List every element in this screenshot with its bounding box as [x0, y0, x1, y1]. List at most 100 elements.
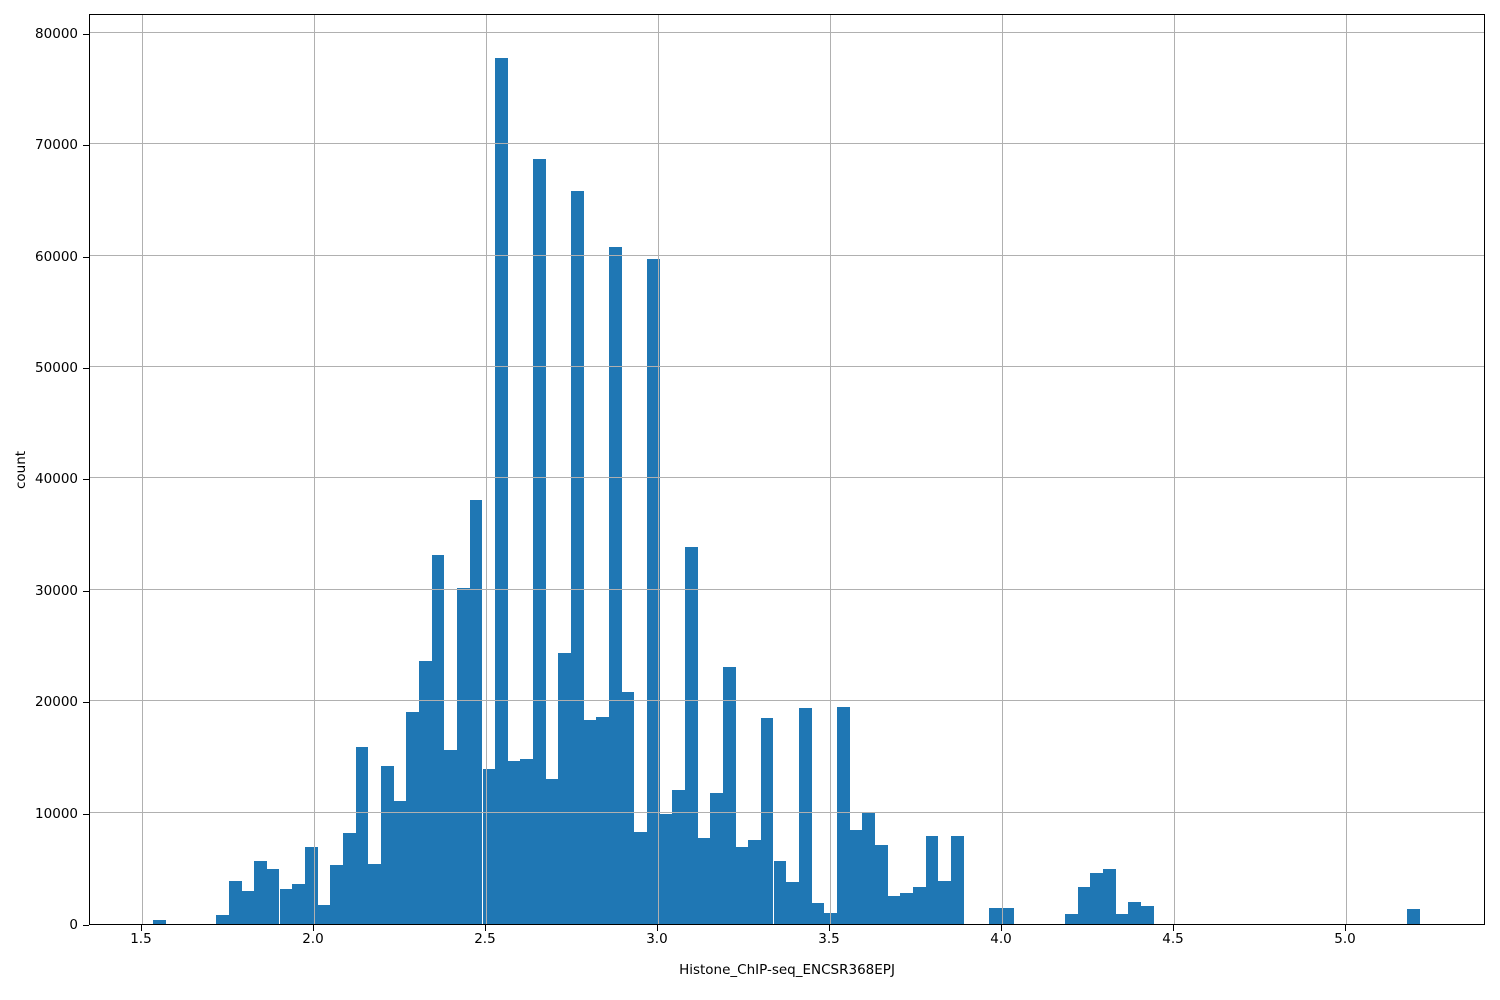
histogram-bar [722, 666, 736, 924]
gridline-vertical [1001, 15, 1003, 924]
histogram-bar [951, 836, 964, 924]
plot-area [89, 14, 1485, 925]
histogram-bar [773, 860, 787, 924]
histogram-bar [418, 661, 432, 924]
y-tick-label: 70000 [35, 137, 78, 154]
y-tick-mark [83, 479, 89, 481]
histogram-bar [507, 761, 521, 924]
histogram-bar [457, 587, 470, 924]
gridline-horizontal [90, 700, 1484, 702]
y-tick-label: 10000 [35, 805, 78, 822]
histogram-bar [1140, 906, 1154, 924]
histogram-bar [305, 847, 318, 924]
histogram-bar [634, 831, 647, 924]
histogram-bar [1128, 901, 1141, 924]
x-tick-label: 2.0 [302, 931, 324, 947]
histogram-bar [988, 907, 1002, 924]
y-tick-mark [83, 925, 89, 926]
gridline-horizontal [90, 811, 1484, 813]
x-tick-label: 4.5 [1162, 931, 1184, 947]
gridline-vertical [657, 15, 659, 924]
histogram-bar [558, 653, 571, 924]
histogram-bar [469, 499, 483, 924]
histogram-bar [811, 902, 825, 924]
y-tick-mark [83, 702, 89, 704]
y-tick-label: 0 [69, 917, 78, 933]
x-tick-mark [1344, 925, 1346, 931]
x-tick-label: 3.5 [818, 931, 840, 947]
histogram-bar [748, 840, 762, 924]
histogram-bar [672, 790, 686, 924]
histogram-bar [216, 915, 229, 924]
histogram-bar [938, 880, 951, 924]
gridline-horizontal [90, 143, 1484, 145]
gridline-horizontal [90, 477, 1484, 479]
histogram-bar [330, 864, 344, 924]
histogram-bar [355, 746, 369, 924]
x-tick-mark [484, 925, 486, 931]
histogram-bar [241, 890, 255, 924]
x-tick-label: 3.0 [646, 931, 668, 947]
y-tick-mark [83, 256, 89, 258]
histogram-bar [849, 830, 863, 924]
y-tick-mark [83, 813, 89, 815]
histogram-bar [1001, 907, 1015, 924]
x-tick-label: 5.0 [1334, 931, 1356, 947]
histogram-bar [381, 765, 394, 924]
histogram-bar [887, 896, 901, 924]
histogram-bar [735, 847, 749, 924]
histogram-bar [342, 832, 356, 924]
x-tick-mark [140, 925, 142, 931]
histogram-bar [646, 258, 660, 924]
histogram-bar [254, 860, 268, 924]
histogram-bar [520, 759, 534, 924]
histogram-bar [431, 555, 445, 924]
histogram-bar [1407, 908, 1420, 924]
y-tick-mark [83, 145, 89, 147]
histogram-bar [697, 838, 711, 924]
histogram-bar [1090, 872, 1104, 924]
histogram-bar [583, 720, 597, 924]
histogram-bar [228, 880, 242, 924]
histogram-bar [609, 246, 622, 924]
histogram-bar [685, 547, 698, 924]
y-tick-label: 50000 [35, 360, 78, 377]
histogram-bar [1103, 869, 1116, 924]
x-tick-label: 2.5 [474, 931, 496, 947]
y-tick-label: 20000 [35, 694, 78, 711]
histogram-bar [482, 769, 496, 924]
y-tick-label: 60000 [35, 248, 78, 265]
histogram-bar [444, 750, 457, 924]
histogram-bar [799, 707, 812, 924]
gridline-horizontal [90, 366, 1484, 368]
histogram-bar [406, 712, 420, 924]
y-tick-label: 30000 [35, 582, 78, 599]
histogram-bar [152, 919, 166, 924]
histogram-bar [659, 813, 673, 924]
histogram-bar [900, 892, 914, 924]
histogram-bar [266, 869, 280, 924]
histogram-bar [912, 887, 926, 924]
histogram-bar [1115, 913, 1129, 924]
x-tick-label: 4.0 [990, 931, 1012, 947]
histogram-bar [292, 883, 305, 924]
x-axis-label: Histone_ChIP-seq_ENCSR368EPJ [679, 962, 895, 978]
x-tick-mark [656, 925, 658, 931]
histogram-bar [621, 692, 635, 924]
gridline-vertical [485, 15, 487, 924]
x-tick-label: 1.5 [130, 931, 152, 947]
gridline-horizontal [90, 31, 1484, 33]
histogram-bar [393, 801, 407, 924]
histogram-bar [596, 716, 610, 924]
gridline-horizontal [90, 254, 1484, 256]
histogram-bar [786, 881, 799, 924]
histogram-bar [533, 158, 546, 924]
histogram-bar [1064, 913, 1078, 924]
histogram-bar [1077, 887, 1091, 924]
x-tick-mark [1000, 925, 1002, 931]
histogram-bar [368, 863, 381, 924]
histogram-bar [836, 706, 850, 924]
y-tick-label: 80000 [35, 25, 78, 42]
y-tick-label: 40000 [35, 471, 78, 488]
